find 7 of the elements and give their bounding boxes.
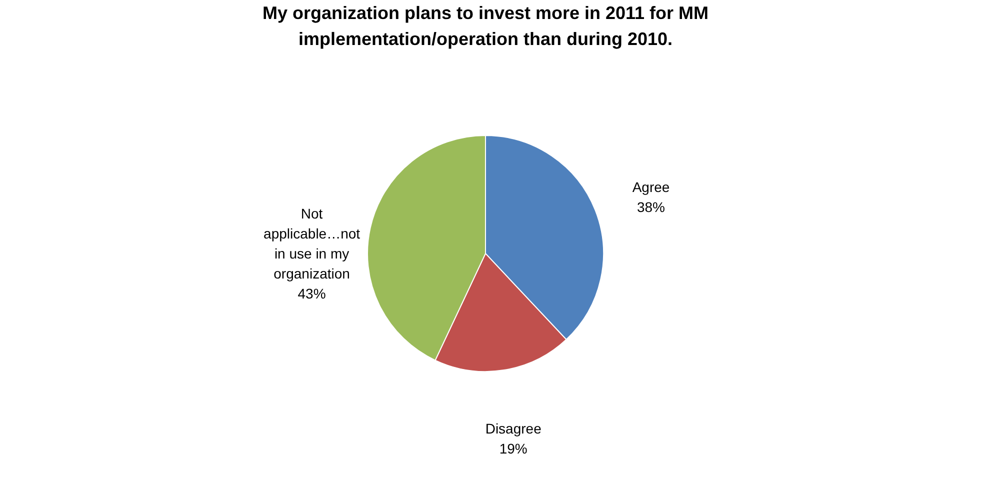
data-label: 19% bbox=[499, 440, 528, 456]
chart-title: My organization plans to invest more in 2011 for MM implementation/operation than during 2010. bbox=[262, 3, 709, 49]
slice-label: Agree bbox=[632, 178, 670, 195]
data-label: 38% bbox=[636, 198, 666, 215]
data-label: 43% bbox=[298, 286, 326, 302]
slice-label: Disagree bbox=[485, 420, 542, 436]
slice-label: Not applicable…not in use in my organization bbox=[264, 206, 360, 282]
